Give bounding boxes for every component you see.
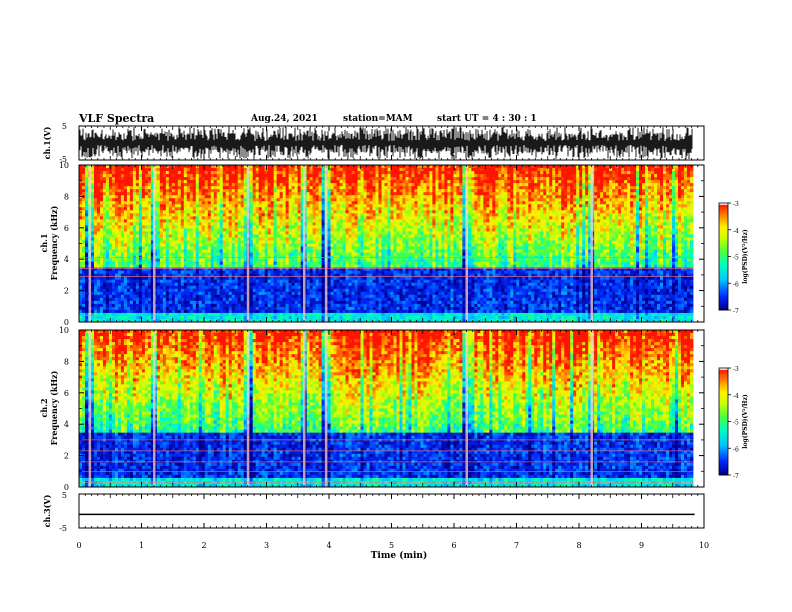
time-tick-label: 6 bbox=[451, 541, 456, 550]
colorbar-tick-label: -6 bbox=[733, 446, 739, 453]
time-tick-label: 5 bbox=[389, 541, 394, 550]
time-tick-label: 1 bbox=[139, 541, 144, 550]
frequency-tick-label: 0 bbox=[64, 318, 69, 327]
event-strike bbox=[246, 165, 250, 322]
frequency-tick-label: 10 bbox=[59, 326, 69, 335]
ch1-colorbar: -3 -4 -5 -6 -7 log(PSD)(V²/Hz) bbox=[718, 201, 749, 315]
event-strike bbox=[303, 330, 306, 487]
event-strike bbox=[465, 165, 468, 322]
colorbar-label: log(PSD)(V²/Hz) bbox=[742, 229, 749, 284]
colorbar-tick-label: -3 bbox=[733, 366, 739, 373]
ch2-colorbar: -3 -4 -5 -6 -7 log(PSD)(V²/Hz) bbox=[718, 366, 749, 480]
event-strike bbox=[246, 330, 250, 487]
event-strike bbox=[88, 165, 92, 322]
time-tick-label: 2 bbox=[201, 541, 206, 550]
ch2-spectrogram-panel: 0 2 4 6 8 10 ch.2 Frequency (kHz) bbox=[39, 326, 705, 492]
ch1-waveform-ylabel: ch.1(V) bbox=[42, 126, 52, 159]
colorbar-tick-label: -6 bbox=[733, 281, 739, 288]
ch1-ytick-bottom: -5 bbox=[59, 155, 67, 164]
frequency-tick-label: 10 bbox=[59, 161, 69, 170]
time-axis-ticks bbox=[78, 126, 705, 528]
ch1-spectrogram-image bbox=[79, 165, 694, 323]
ch2-frequency-ticks: 0 2 4 6 8 10 bbox=[59, 326, 704, 492]
frequency-tick-label: 2 bbox=[64, 287, 69, 296]
ch1-spectrogram-panel: 0 2 4 6 8 10 ch.1 Frequency (kHz) bbox=[39, 161, 705, 327]
frequency-tick-label: 4 bbox=[64, 255, 69, 264]
ch1-frequency-ticks: 0 2 4 6 8 10 bbox=[59, 161, 704, 327]
event-strike bbox=[153, 330, 156, 487]
colorbar-tick-label: -4 bbox=[733, 393, 739, 400]
event-strike bbox=[303, 165, 306, 322]
event-strike bbox=[324, 330, 328, 487]
event-strike bbox=[324, 165, 328, 322]
frequency-tick-label: 0 bbox=[64, 483, 69, 492]
event-strike bbox=[465, 330, 468, 487]
time-tick-label: 4 bbox=[326, 541, 331, 550]
colorbar-tick-label: -4 bbox=[733, 228, 739, 235]
colorbar-label: log(PSD)(V²/Hz) bbox=[742, 394, 749, 449]
ch3-ytick-top: 5 bbox=[62, 491, 67, 500]
start-time-label: start UT = 4 : 30 : 1 bbox=[437, 114, 537, 124]
ch2-spectrogram-image bbox=[79, 330, 694, 488]
frequency-tick-label: 2 bbox=[64, 452, 69, 461]
event-strike bbox=[590, 330, 593, 487]
ch3-waveform-ylabel: ch.3(V) bbox=[42, 494, 52, 527]
frequency-tick-label: 6 bbox=[64, 389, 69, 398]
frequency-tick-label: 4 bbox=[64, 420, 69, 429]
frequency-tick-label: 6 bbox=[64, 224, 69, 233]
colorbar-tick-label: -3 bbox=[733, 201, 739, 208]
ch2-frequency-ylabel: Frequency (kHz) bbox=[49, 370, 59, 445]
time-tick-label: 10 bbox=[699, 541, 709, 550]
time-tick-label: 8 bbox=[576, 541, 581, 550]
event-strike bbox=[153, 165, 156, 322]
frequency-tick-label: 8 bbox=[64, 192, 69, 201]
colorbar-tick-label: -7 bbox=[733, 473, 739, 480]
time-tick-label: 9 bbox=[639, 541, 644, 550]
ch1-waveform-trace bbox=[79, 127, 693, 159]
time-axis-title: Time (min) bbox=[371, 550, 428, 561]
time-tick-label: 3 bbox=[264, 541, 269, 550]
ch1-waveform-path bbox=[79, 127, 693, 159]
date-label: Aug.24, 2021 bbox=[251, 114, 318, 124]
ch2-label: ch.2 bbox=[39, 398, 49, 417]
figure-title: VLF Spectra bbox=[79, 112, 154, 125]
time-tick-label: 0 bbox=[76, 541, 81, 550]
event-strike bbox=[88, 330, 92, 487]
ch1-frequency-ylabel: Frequency (kHz) bbox=[49, 205, 59, 280]
frequency-tick-label: 8 bbox=[64, 357, 69, 366]
time-tick-label: 7 bbox=[514, 541, 519, 550]
colorbar-tick-label: -5 bbox=[733, 420, 739, 427]
station-label: station=MAM bbox=[343, 114, 413, 124]
ch1-label: ch.1 bbox=[39, 233, 49, 252]
colorbar-tick-label: -5 bbox=[733, 255, 739, 262]
colorbar-tick-label: -7 bbox=[733, 308, 739, 315]
time-axis-labels: 0 1 2 3 4 5 6 7 8 9 10 bbox=[76, 541, 709, 550]
ch3-waveform-frame bbox=[78, 493, 705, 529]
ch1-ytick-top: 5 bbox=[62, 122, 67, 131]
ch3-ytick-bottom: -5 bbox=[59, 524, 67, 533]
event-strike bbox=[590, 165, 593, 322]
